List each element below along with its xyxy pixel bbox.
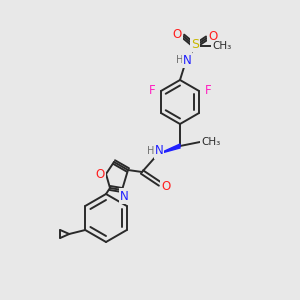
Text: S: S: [191, 38, 199, 50]
Text: N: N: [183, 53, 191, 67]
Text: N: N: [120, 190, 128, 202]
Text: F: F: [205, 83, 212, 97]
Text: O: O: [208, 31, 217, 44]
Text: F: F: [148, 83, 155, 97]
Text: CH₃: CH₃: [212, 41, 232, 51]
Polygon shape: [158, 144, 180, 154]
Text: H: H: [176, 55, 184, 65]
Text: O: O: [172, 28, 182, 41]
Text: CH₃: CH₃: [201, 137, 220, 147]
Text: N: N: [154, 145, 164, 158]
Text: H: H: [147, 146, 155, 156]
Text: O: O: [161, 179, 171, 193]
Text: O: O: [95, 167, 105, 181]
